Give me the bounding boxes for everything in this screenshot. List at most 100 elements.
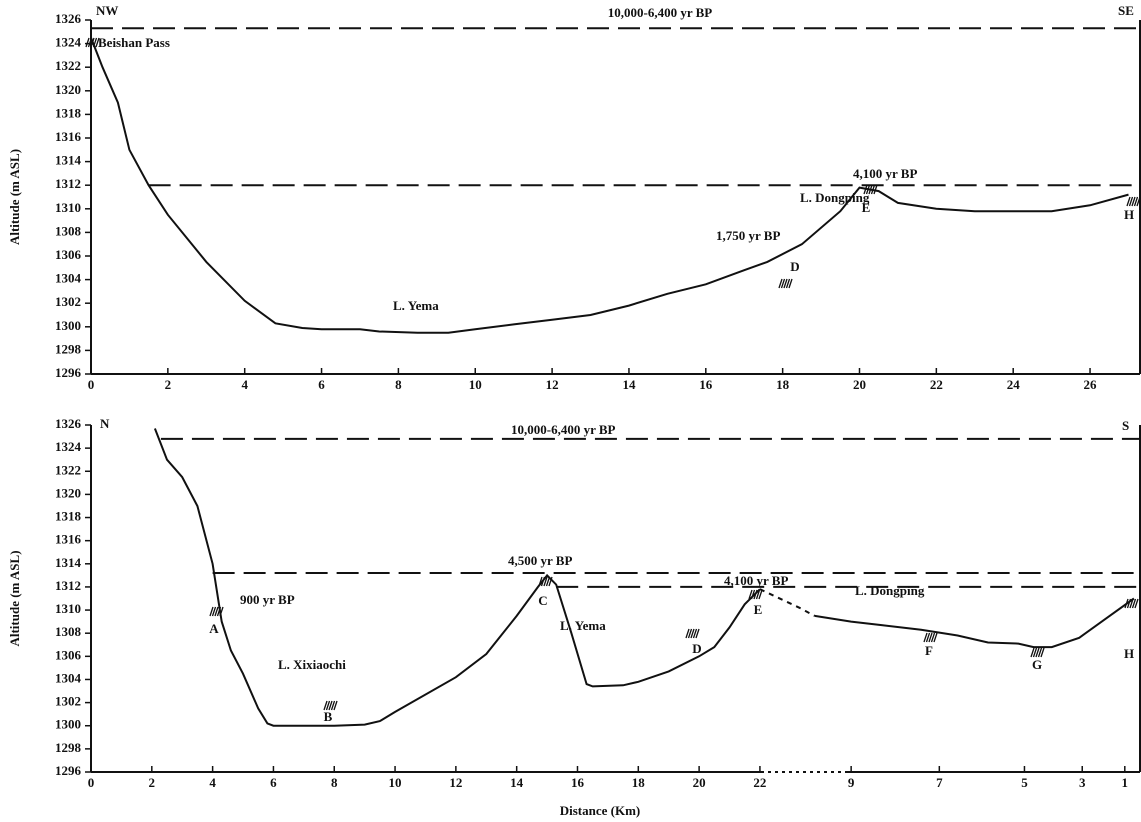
dated-site-hatch [325, 700, 331, 711]
dated-site-hatch [933, 632, 938, 643]
dated-site-hatch [333, 700, 338, 711]
lake-level-label: 4,100 yr BP [724, 573, 788, 588]
annotation: L. Yema [560, 618, 606, 633]
x-tick-label: 6 [270, 775, 277, 790]
y-tick-label: 1322 [55, 58, 81, 73]
y-tick-label: 1304 [55, 271, 82, 286]
y-tick-label: 1296 [55, 365, 82, 380]
dated-site-hatch [1037, 647, 1043, 658]
dated-site-hatch [1136, 196, 1141, 207]
dated-site-hatch [87, 37, 93, 48]
y-axis-label: Altitude (m ASL) [7, 149, 22, 245]
x-tick-label: 16 [571, 775, 585, 790]
annotation: Beishan Pass [98, 35, 170, 50]
dated-site-hatch [750, 589, 756, 600]
dated-site-hatch [690, 628, 695, 639]
profile-line [759, 588, 816, 617]
annotation: H [1124, 646, 1134, 661]
dated-site-hatch [748, 589, 753, 600]
dated-site-hatch [1040, 647, 1045, 658]
x-axis-label: Distance (Km) [560, 803, 641, 818]
dated-site-hatch [92, 37, 98, 48]
dated-site-hatch [211, 606, 217, 617]
y-tick-label: 1326 [55, 416, 82, 431]
annotation: A [209, 621, 219, 636]
lake-level-label: 10,000-6,400 yr BP [511, 422, 616, 437]
x-tick-label: 24 [1007, 377, 1021, 392]
x-tick-label: 10 [469, 377, 482, 392]
dated-site-hatch [753, 589, 758, 600]
annotation: G [1032, 657, 1042, 672]
dated-site-hatch [209, 606, 214, 617]
lake-level-label: 4,500 yr BP [508, 553, 572, 568]
annotation: 1,750 yr BP [716, 228, 780, 243]
y-tick-label: 1320 [55, 485, 81, 500]
y-tick-label: 1310 [55, 601, 81, 616]
y-tick-label: 1298 [55, 341, 82, 356]
dated-site-hatch [925, 632, 931, 643]
annotation: 900 yr BP [240, 592, 295, 607]
y-tick-label: 1306 [55, 647, 82, 662]
x-tick-label: 26 [1084, 377, 1098, 392]
x-tick-label: 8 [395, 377, 402, 392]
dated-site-hatch [545, 576, 551, 587]
y-tick-label: 1296 [55, 763, 82, 778]
annotation: F [925, 643, 933, 658]
dated-site-hatch [1134, 598, 1139, 609]
lake-level-label: 4,100 yr BP [853, 166, 917, 181]
dated-site-hatch [783, 278, 788, 289]
x-tick-label: 2 [149, 775, 156, 790]
y-axis-label: Altitude (m ASL) [7, 550, 22, 646]
y-tick-label: 1298 [55, 740, 82, 755]
dated-site-hatch [928, 632, 933, 643]
x-tick-label: 20 [853, 377, 866, 392]
y-tick-label: 1300 [55, 318, 81, 333]
x-tick-label: 0 [88, 775, 95, 790]
dated-site-hatch [328, 700, 333, 711]
dated-site-hatch [323, 700, 328, 711]
y-tick-label: 1326 [55, 11, 82, 26]
dated-site-hatch [863, 184, 868, 195]
y-tick-label: 1308 [55, 223, 82, 238]
dated-site-hatch [923, 632, 928, 643]
x-tick-label: 3 [1079, 775, 1086, 790]
dated-site-hatch [873, 184, 878, 195]
y-tick-label: 1304 [55, 670, 82, 685]
dated-site-hatch [687, 628, 693, 639]
annotation: D [692, 641, 701, 656]
annotation: SE [1118, 3, 1134, 18]
dated-site-hatch [1126, 196, 1131, 207]
dated-site-hatch [216, 606, 222, 617]
dated-site-hatch [780, 278, 786, 289]
y-tick-label: 1324 [55, 439, 82, 454]
x-tick-label: 4 [209, 775, 216, 790]
x-tick-label: 14 [510, 775, 524, 790]
y-tick-label: 1324 [55, 35, 82, 50]
x-tick-label: 6 [318, 377, 325, 392]
dated-site-hatch [870, 184, 876, 195]
annotation: S [1122, 418, 1129, 433]
x-tick-label: 12 [546, 377, 559, 392]
dated-site-hatch [1124, 598, 1129, 609]
dated-site-hatch [330, 700, 336, 711]
x-tick-label: 22 [930, 377, 943, 392]
x-tick-label: 9 [848, 775, 855, 790]
dated-site-hatch [755, 589, 761, 600]
x-tick-label: 18 [632, 775, 646, 790]
annotation: H [1124, 207, 1134, 222]
dated-site-hatch [538, 576, 543, 587]
annotation: L. Dongping [855, 583, 925, 598]
annotation: L. Dongping [800, 190, 870, 205]
dated-site-hatch [90, 37, 95, 48]
dated-site-hatch [685, 628, 690, 639]
y-tick-label: 1316 [55, 532, 82, 547]
x-tick-label: 12 [449, 775, 462, 790]
dated-site-hatch [692, 628, 698, 639]
y-tick-label: 1322 [55, 462, 81, 477]
y-tick-label: 1318 [55, 105, 82, 120]
annotation: L. Yema [393, 298, 439, 313]
x-tick-label: 14 [622, 377, 636, 392]
dated-site-hatch [214, 606, 219, 617]
dated-site-hatch [548, 576, 553, 587]
dated-site-hatch [695, 628, 700, 639]
